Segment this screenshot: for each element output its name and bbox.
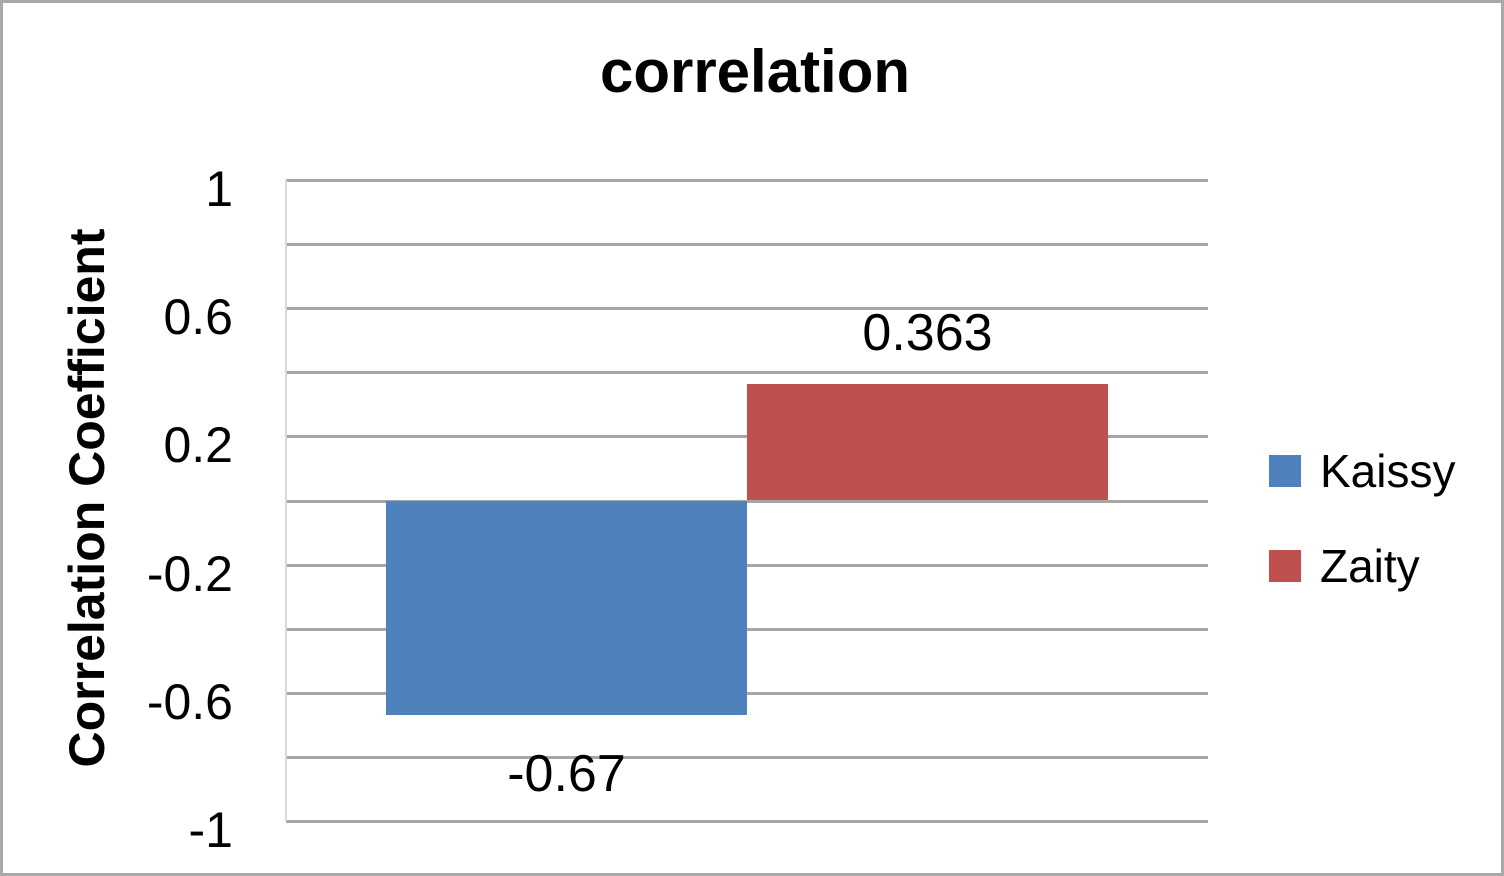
legend-swatch [1269, 455, 1301, 487]
gridline [286, 563, 1208, 567]
data-label-zaity: 0.363 [862, 304, 993, 363]
bar-kaissy [386, 500, 747, 716]
legend-swatch [1269, 550, 1301, 582]
gridline [286, 691, 1208, 695]
y-tick-label: 0.2 [163, 417, 233, 474]
legend-label: Zaity [1320, 540, 1420, 592]
legend: Kaissy Zaity [1269, 439, 1455, 629]
y-tick-label: 1 [205, 161, 233, 217]
gridline [286, 179, 1208, 182]
gridline [286, 307, 1208, 311]
gridline [286, 820, 1208, 823]
y-axis-line [285, 180, 287, 821]
legend-label: Kaissy [1320, 445, 1456, 497]
y-tick-label: -0.2 [146, 545, 233, 602]
gridline [286, 371, 1208, 375]
data-label-kaissy: -0.67 [507, 745, 626, 804]
legend-item-zaity: Zaity [1269, 534, 1455, 598]
y-tick-label: -0.6 [146, 673, 233, 730]
y-tick-label: 0.6 [163, 289, 233, 346]
gridline [286, 499, 1208, 503]
legend-item-kaissy: Kaissy [1269, 439, 1455, 503]
plot-area: -0.67 0.363 [285, 179, 1208, 823]
gridline [286, 755, 1208, 759]
gridline [286, 627, 1208, 631]
chart-title: correlation [599, 38, 911, 105]
bar-zaity [747, 384, 1108, 501]
y-tick-label: -1 [188, 802, 233, 858]
gridline [286, 243, 1208, 247]
